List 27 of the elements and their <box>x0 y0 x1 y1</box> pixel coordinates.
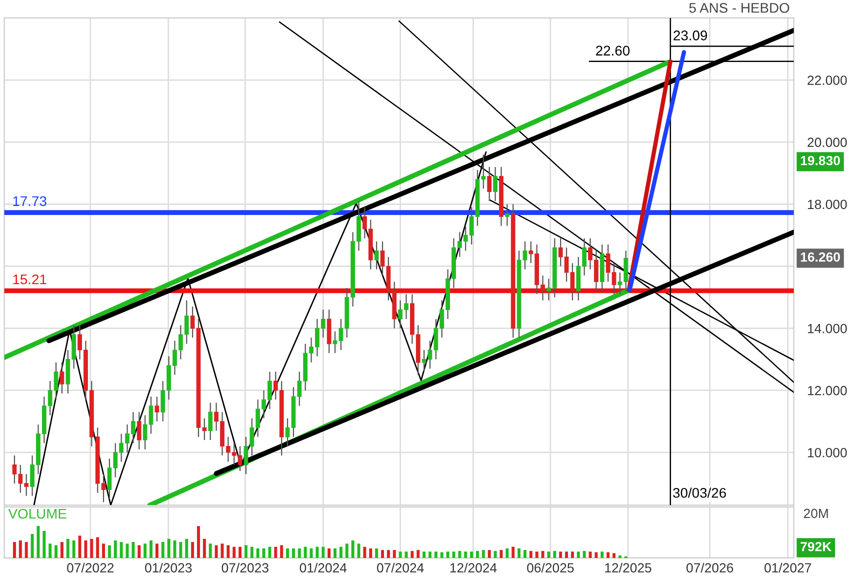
y-tick-label: 18.000 <box>808 200 847 210</box>
annotation: 23.09 <box>674 30 708 40</box>
chart-title: VOLUME <box>8 508 66 519</box>
text: 16.260 <box>800 252 840 262</box>
ref-line-label: 15.21 <box>13 274 46 284</box>
y-tick-label: 14.000 <box>808 324 847 334</box>
x-tick-label: 07/2024 <box>376 562 424 573</box>
y-tick-label: 20.000 <box>808 138 847 148</box>
text: 792K <box>800 542 832 552</box>
x-tick-label: 07/2026 <box>686 562 734 573</box>
x-tick-label: 01/2023 <box>145 562 192 573</box>
x-tick-label: 07/2022 <box>67 562 114 573</box>
ref-line-label: 17.73 <box>13 196 46 206</box>
text: 20M <box>804 508 828 518</box>
x-tick-label: 01/2027 <box>764 562 812 573</box>
ref-line-label: 30/03/26 <box>673 488 726 498</box>
x-tick-label: 07/2023 <box>222 562 268 573</box>
y-tick-label: 22.000 <box>808 76 847 85</box>
text: 5 ANS - HEBDO <box>689 2 790 13</box>
annotation: 22.60 <box>596 46 630 56</box>
y-tick-label: 12.000 <box>808 386 847 396</box>
x-tick-label: 12/2025 <box>605 562 652 573</box>
y-tick-label: 10.000 <box>808 448 847 458</box>
text: 19.830 <box>800 156 840 166</box>
x-tick-label: 06/2025 <box>527 562 574 573</box>
x-tick-label: 12/2024 <box>450 562 497 573</box>
x-tick-label: 01/2024 <box>300 562 347 573</box>
